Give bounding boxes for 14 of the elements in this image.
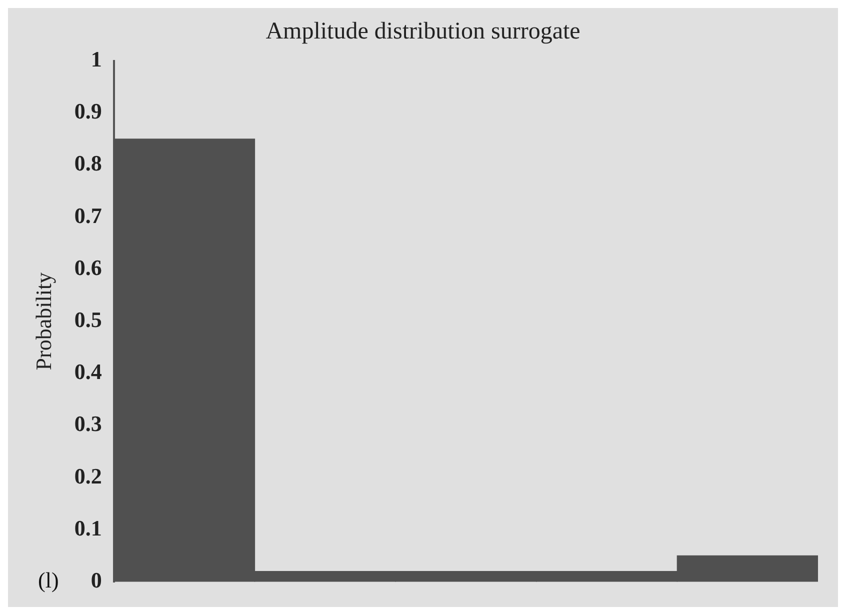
y-axis-title: Probability <box>30 272 56 370</box>
y-tick-label: 0.8 <box>74 150 102 176</box>
y-tick-label: 0.5 <box>74 306 102 332</box>
y-tick-label: 0.6 <box>74 254 102 280</box>
y-tick-label: 0.9 <box>74 98 102 124</box>
y-tick-label: 0.2 <box>74 463 102 488</box>
y-tick-label: 1 <box>90 46 102 72</box>
y-tick-label: 0.1 <box>74 515 102 540</box>
chart-title: Amplitude distribution surrogate <box>266 18 580 45</box>
y-tick-label: 0.4 <box>74 359 102 384</box>
text: (l) <box>38 568 59 593</box>
y-tick-label: 0.7 <box>74 202 102 228</box>
y-tick-label: 0.3 <box>74 411 102 436</box>
y-tick-label: 0 <box>90 567 102 592</box>
